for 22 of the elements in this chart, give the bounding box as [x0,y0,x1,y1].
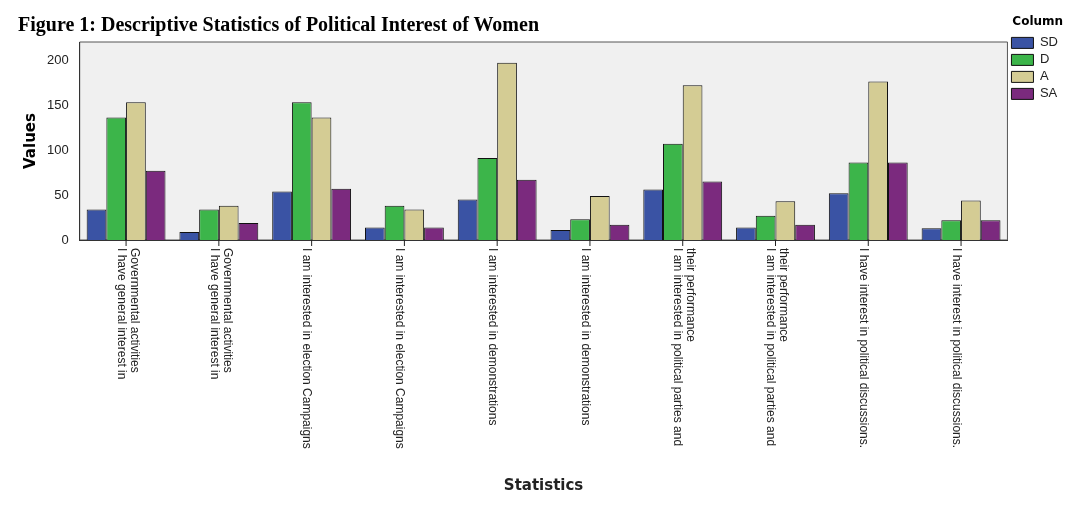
x-axis-title: Statistics [503,476,584,494]
x-tick-label: I am interested in demonstrations [485,248,500,426]
y-tick-label: 100 [46,141,69,157]
legend-title: Column [1012,14,1064,29]
x-tick-label: I am interested in political parties and their performance [671,248,699,447]
y-tick-label: 50 [54,186,69,202]
chart-title: Figure 1: Descriptive Statistics of Political Interest of Women [18,13,540,37]
legend-label: A [1039,68,1049,84]
x-tick-label: I have general interest in Governmental activities [207,248,235,380]
legend-label: SA [1039,85,1058,101]
x-tick-label: I am interested in election Campaigns [393,248,408,449]
legend-label: SD [1039,34,1058,50]
x-tick-label: I have interest in political discussions. [949,248,964,449]
y-axis-title: Values [20,113,39,169]
x-tick-label: I have general interest in Governmental activities [114,248,142,380]
x-tick-label: I am interested in demonstrations [578,248,593,426]
legend-label: D [1039,51,1050,67]
y-tick-label: 200 [46,51,69,67]
x-tick-label: I am interested in election Campaigns [300,248,315,449]
y-tick-label: 150 [46,96,69,112]
x-tick-label: I have interest in political discussions. [856,248,871,449]
y-tick-label: 0 [61,231,69,247]
